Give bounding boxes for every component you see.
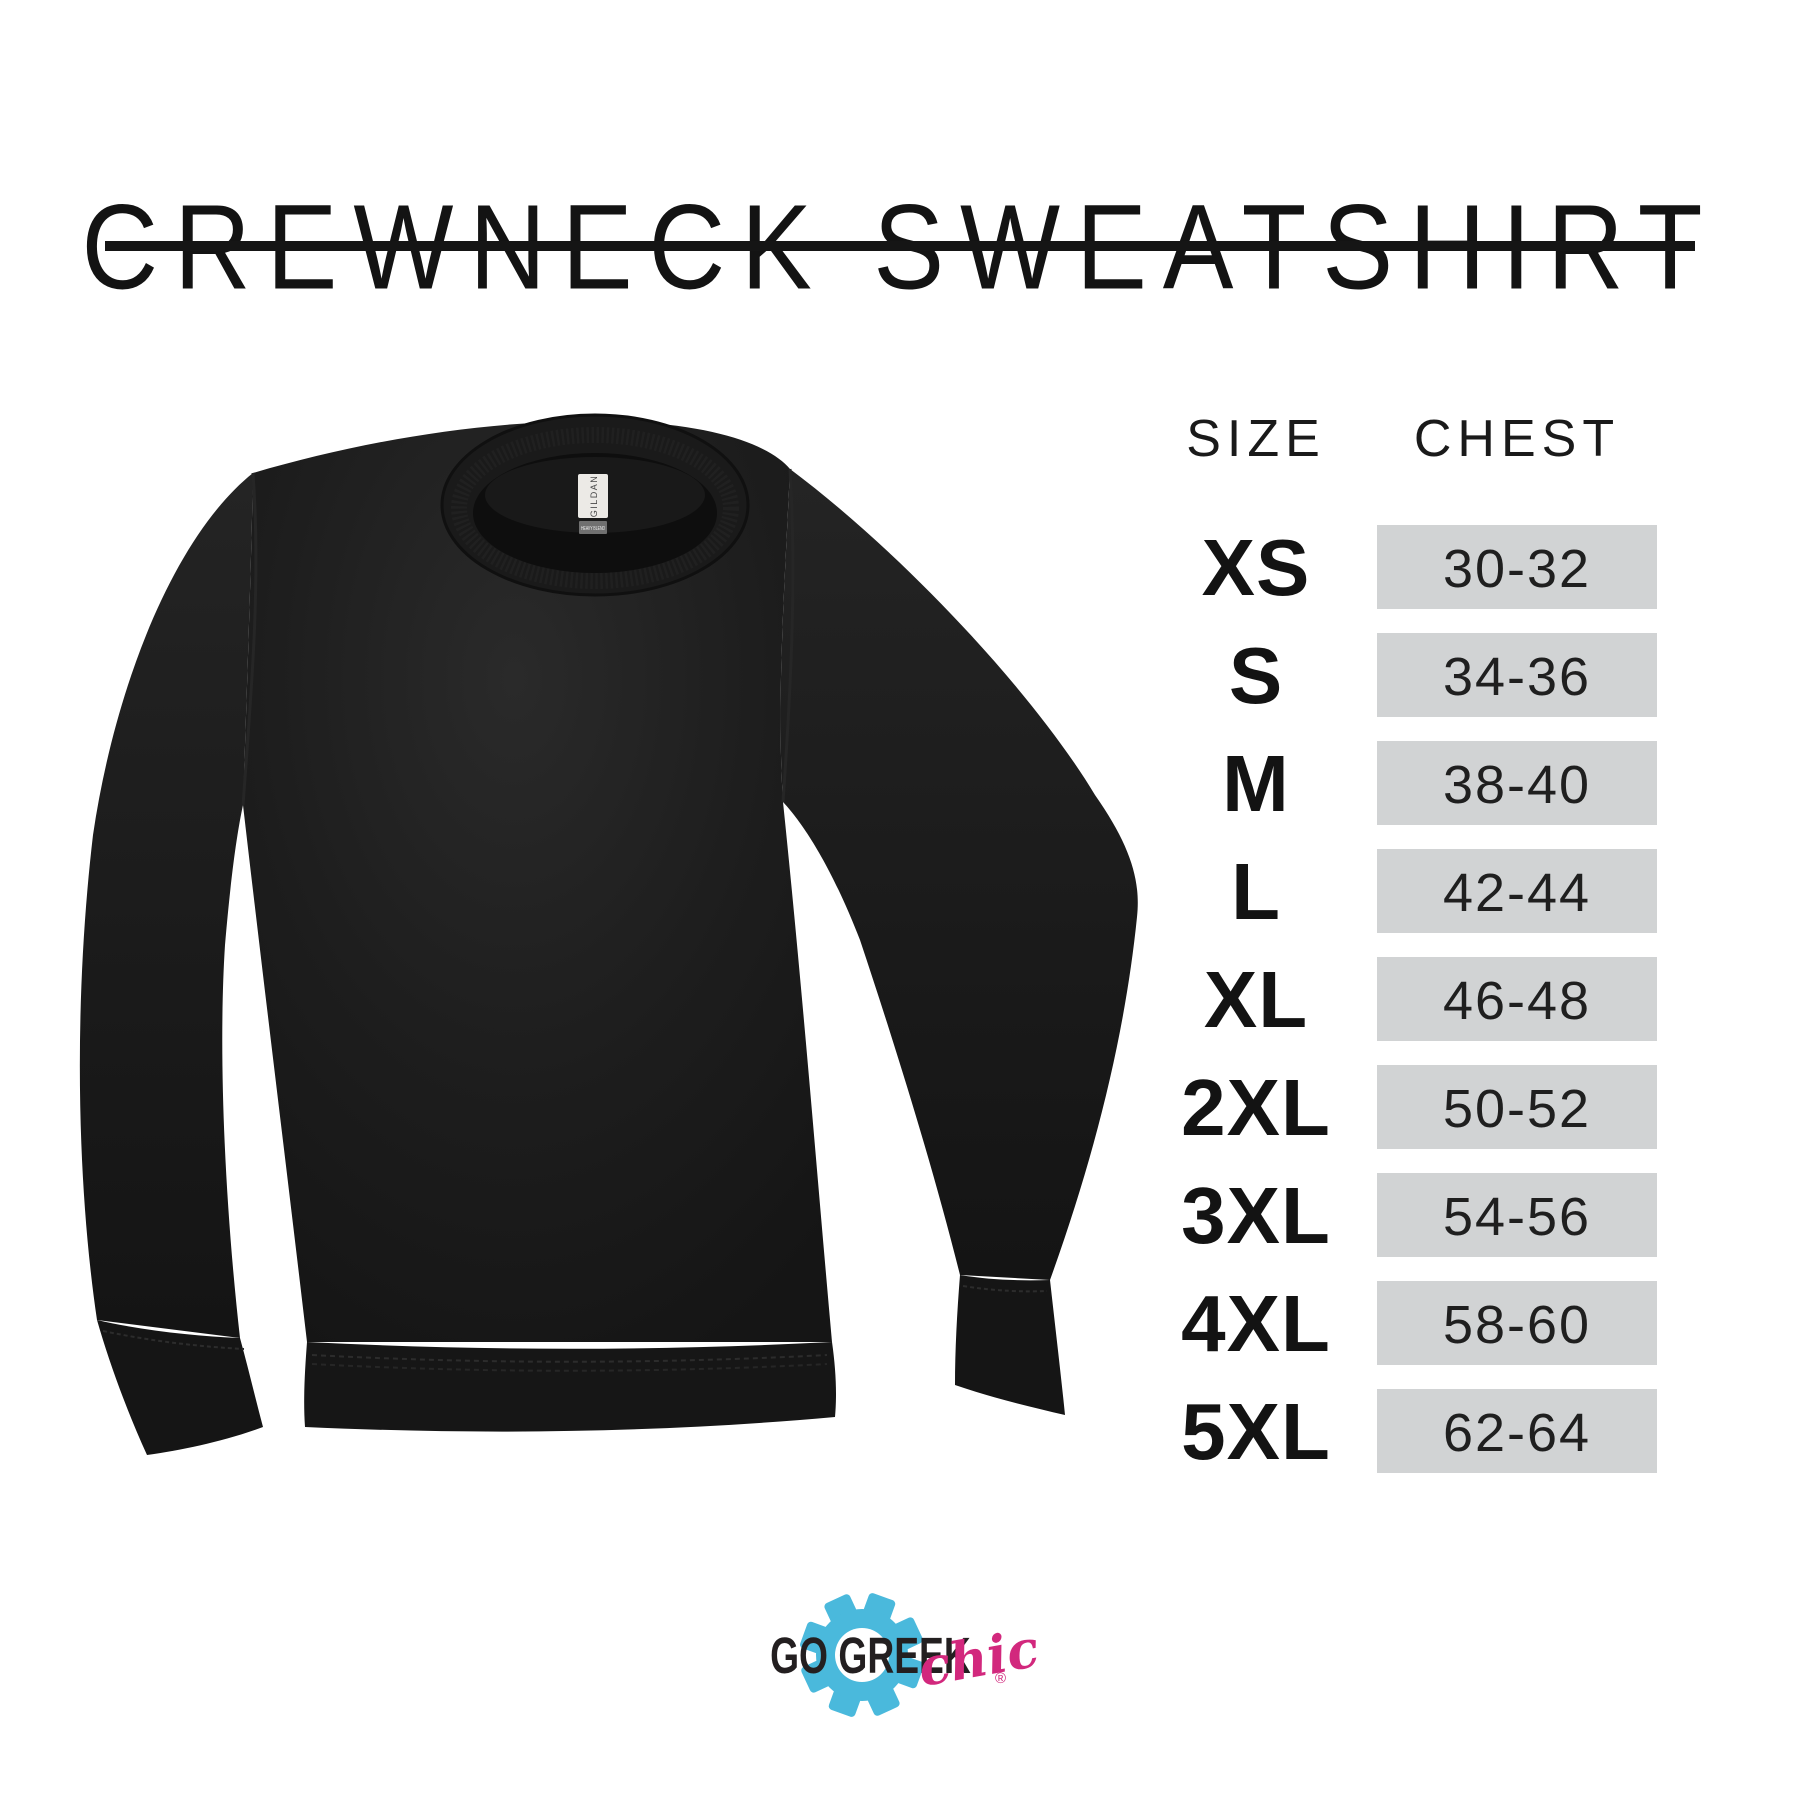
right-cuff — [955, 1275, 1065, 1415]
brand-label-text: GILDAN — [589, 475, 599, 518]
size-label: XL — [1203, 955, 1309, 1044]
left-cuff — [97, 1320, 263, 1455]
sweatshirt-photo: GILDAN HEAVY BLEND — [79, 413, 1138, 1455]
waistband-stitching — [311, 1354, 828, 1363]
brand-label: GILDAN HEAVY BLEND — [578, 474, 608, 534]
right-cuff-stitching — [962, 1285, 1048, 1293]
chest-value: 62-64 — [1377, 1389, 1657, 1473]
table-row: 2XL 50-52 — [0, 1063, 1800, 1152]
chest-value: 30-32 — [1377, 525, 1657, 609]
sweatshirt-body — [243, 421, 832, 1342]
size-label: L — [1231, 847, 1281, 936]
column-header-size: SIZE — [1186, 410, 1326, 468]
brand-sublabel-text: HEAVY BLEND — [581, 526, 605, 532]
left-armhole-seam — [241, 472, 258, 806]
chest-value: 34-36 — [1377, 633, 1657, 717]
title-underline — [105, 241, 1695, 251]
chest-value: 50-52 — [1377, 1065, 1657, 1149]
chest-value: 38-40 — [1377, 741, 1657, 825]
right-armhole-seam — [781, 468, 795, 803]
table-row: S 34-36 — [0, 631, 1800, 720]
size-label: 5XL — [1181, 1387, 1331, 1476]
size-label: 2XL — [1181, 1063, 1331, 1152]
table-row: 3XL 54-56 — [0, 1171, 1800, 1260]
registered-mark: ® — [995, 1670, 1007, 1687]
waistband-stitching-2 — [311, 1363, 828, 1372]
column-header-chest: CHEST — [1413, 410, 1621, 468]
chest-value: 54-56 — [1377, 1173, 1657, 1257]
sweatshirt-waistband — [304, 1342, 836, 1432]
left-sleeve — [79, 473, 253, 1338]
size-label: 3XL — [1181, 1171, 1331, 1260]
left-cuff-stitching — [102, 1330, 245, 1350]
right-sleeve — [780, 469, 1138, 1280]
table-row: L 42-44 — [0, 847, 1800, 936]
logo-wordmark: GO GREEK — [770, 1627, 971, 1684]
go-greek-chic-logo: GO GREEK chic ® — [770, 1580, 1043, 1730]
table-row: M 38-40 — [0, 739, 1800, 828]
table-row: XL 46-48 — [0, 955, 1800, 1044]
size-label: M — [1222, 739, 1290, 828]
chest-value: 42-44 — [1377, 849, 1657, 933]
table-row: 4XL 58-60 — [0, 1279, 1800, 1368]
size-label: S — [1228, 631, 1284, 720]
size-label: XS — [1201, 523, 1311, 612]
chest-value: 58-60 — [1377, 1281, 1657, 1365]
size-label: 4XL — [1181, 1279, 1331, 1368]
table-row: XS 30-32 — [0, 523, 1800, 612]
chest-value: 46-48 — [1377, 957, 1657, 1041]
table-row: 5XL 62-64 — [0, 1387, 1800, 1476]
gear-icon — [800, 1593, 924, 1717]
